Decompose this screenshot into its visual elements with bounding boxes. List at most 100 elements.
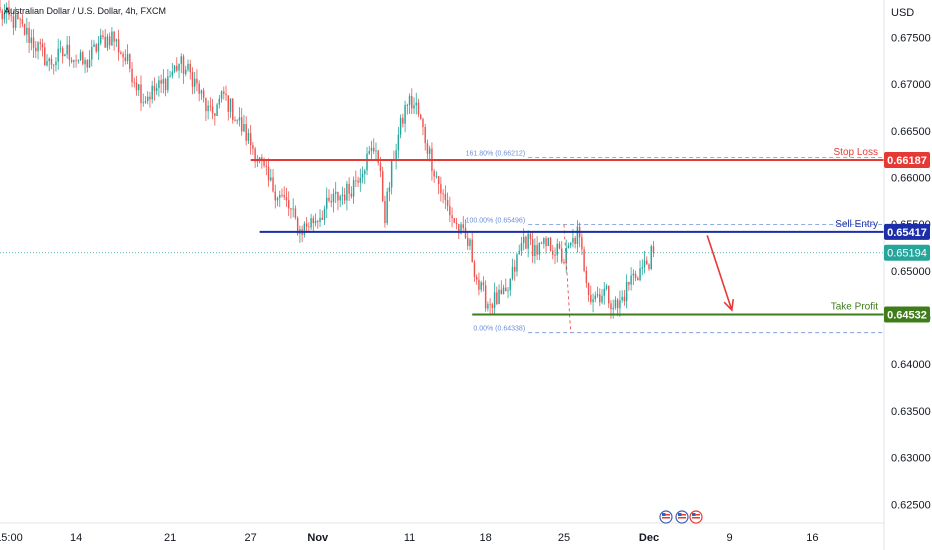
price-tag[interactable]: 0.66187 [884, 151, 930, 168]
candle-body [545, 238, 547, 247]
candle [308, 222, 310, 232]
candle-body [227, 95, 230, 112]
candle [361, 166, 364, 184]
candle-body [596, 294, 599, 296]
candle [420, 113, 422, 120]
candle [449, 196, 451, 223]
candle-body [32, 37, 35, 48]
plot-area[interactable]: 161.80% (0.66212) 100.00% (0.65496) 0.00% … [0, 0, 884, 334]
candle [267, 158, 270, 187]
candle-body [37, 42, 39, 52]
candle [525, 235, 527, 250]
candle-body [536, 245, 538, 255]
candle-body [185, 69, 187, 74]
candle-body [525, 236, 527, 249]
candle-body [104, 36, 106, 48]
candle [182, 54, 185, 84]
candle-body [44, 47, 46, 66]
candle-body [426, 143, 429, 154]
candle [21, 14, 24, 28]
candle-body [399, 117, 402, 135]
candle-body [444, 193, 447, 201]
price-tag[interactable]: 0.64532 [884, 306, 930, 323]
candle-body [514, 266, 516, 272]
y-tick-label: 0.65000 [891, 266, 931, 278]
candle-body [135, 82, 138, 91]
candle [229, 98, 232, 119]
candle-body [500, 289, 503, 294]
candle [411, 88, 413, 115]
candle-body [377, 150, 379, 163]
candle-body [308, 226, 310, 228]
candle [91, 39, 93, 67]
candle-body [540, 242, 543, 244]
time-axis[interactable]: 15:00 14 21 27 Nov 11 18 25 Dec 9 16 [0, 532, 819, 544]
candle-body [415, 102, 417, 106]
candle-body [243, 124, 245, 132]
candle-body [379, 162, 382, 172]
candle [249, 124, 252, 155]
candle-body [265, 165, 268, 167]
fib-label: 0.00% (0.64338) [473, 326, 525, 333]
candle-body [26, 27, 28, 35]
price-tag-box [884, 151, 930, 168]
candle-body [390, 159, 393, 188]
candle [330, 194, 332, 208]
candle [346, 180, 348, 211]
candle-body [469, 239, 471, 246]
candle [319, 209, 321, 228]
candle-body [484, 285, 487, 309]
candle-body [404, 104, 406, 124]
candle [61, 46, 64, 64]
candle-body [290, 208, 292, 210]
candle [223, 86, 225, 100]
candle-body [386, 191, 388, 224]
candle [124, 49, 127, 65]
candle [3, 4, 6, 24]
candle-body [28, 27, 30, 43]
candle [28, 21, 30, 53]
candle [328, 189, 330, 203]
candle-body [5, 7, 8, 14]
us-flag-icon[interactable] [659, 510, 673, 524]
candle-body [73, 60, 75, 62]
candle-body [66, 44, 68, 55]
candle-body [350, 193, 353, 197]
candle [603, 281, 605, 305]
candle-body [247, 133, 250, 141]
candle-body [435, 176, 438, 177]
candle-body [126, 54, 129, 61]
candle-body [516, 254, 518, 272]
candle [155, 83, 158, 95]
candle-body [182, 56, 185, 74]
candle-body [218, 98, 221, 105]
event-flags[interactable] [659, 510, 703, 524]
candle-body [117, 39, 120, 53]
candle [82, 50, 84, 66]
candle [173, 65, 176, 74]
candle [281, 188, 283, 198]
us-flag-icon[interactable] [675, 510, 689, 524]
candle [205, 97, 207, 122]
price-tag[interactable]: 0.65417 [884, 223, 930, 240]
price-axis[interactable]: 0.675000.670000.665000.660000.655000.650… [884, 32, 931, 511]
candle-body [581, 237, 583, 250]
last-price-tag[interactable]: 0.65194 [884, 244, 930, 261]
candle [536, 235, 538, 260]
candle [70, 57, 73, 64]
currency-label[interactable]: USD [891, 7, 914, 19]
candle [193, 71, 196, 94]
y-tick-label: 0.66000 [891, 172, 931, 184]
candle-body [625, 281, 628, 302]
candle [26, 17, 28, 43]
candle-body [493, 292, 496, 308]
candle-body [375, 150, 377, 152]
candle-body [610, 303, 612, 310]
candle-body [180, 56, 183, 64]
us-flag-icon[interactable] [689, 510, 703, 524]
candle [323, 205, 326, 225]
candle [343, 187, 346, 205]
candle [404, 100, 406, 133]
